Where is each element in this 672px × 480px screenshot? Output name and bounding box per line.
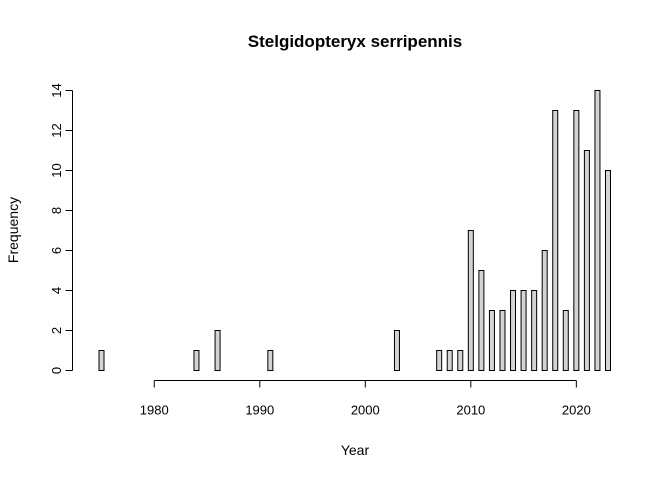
y-axis: 0 2 4 6 8 10 12 14	[49, 83, 73, 374]
y-tick-label-0: 0	[49, 367, 64, 374]
bar-2022	[594, 90, 601, 371]
bar-2019	[562, 310, 569, 371]
bar-2017	[541, 250, 548, 371]
bar-2018	[552, 110, 559, 371]
x-axis: 1980 1990 2000 2010 2020	[140, 380, 591, 418]
x-tick-label-2020: 2020	[562, 403, 591, 418]
bar-1991	[267, 350, 274, 371]
bar-2020	[573, 110, 580, 371]
y-tick-label-8: 8	[49, 207, 64, 214]
bar-2003	[393, 330, 400, 371]
bar-1984	[193, 350, 200, 371]
x-tick-label-1980: 1980	[140, 403, 169, 418]
bar-2011	[478, 270, 485, 371]
bar-2012	[488, 310, 495, 371]
y-tick-label-14: 14	[49, 83, 64, 97]
bar-2009	[457, 350, 464, 371]
bar-2008	[446, 350, 453, 371]
y-tick-label-6: 6	[49, 247, 64, 254]
y-tick-label-10: 10	[49, 163, 64, 177]
bar-2021	[583, 150, 590, 371]
y-axis-label: Frequency	[5, 197, 21, 263]
chart-title: Stelgidopteryx serripennis	[248, 32, 462, 51]
bar-1986	[214, 330, 221, 371]
x-tick-label-1990: 1990	[245, 403, 274, 418]
x-axis-label: Year	[341, 442, 370, 458]
x-tick-label-2000: 2000	[351, 403, 380, 418]
bar-2014	[510, 290, 517, 371]
bar-1975	[98, 350, 105, 371]
y-tick-label-4: 4	[49, 287, 64, 294]
x-tick-label-2010: 2010	[456, 403, 485, 418]
bars-group	[98, 90, 611, 371]
bar-2023	[605, 170, 611, 371]
bar-2013	[499, 310, 506, 371]
y-tick-label-12: 12	[49, 123, 64, 137]
bar-2007	[436, 350, 443, 371]
bar-2010	[467, 230, 474, 371]
bar-2016	[531, 290, 538, 371]
bar-2015	[520, 290, 527, 371]
y-tick-label-2: 2	[49, 327, 64, 334]
